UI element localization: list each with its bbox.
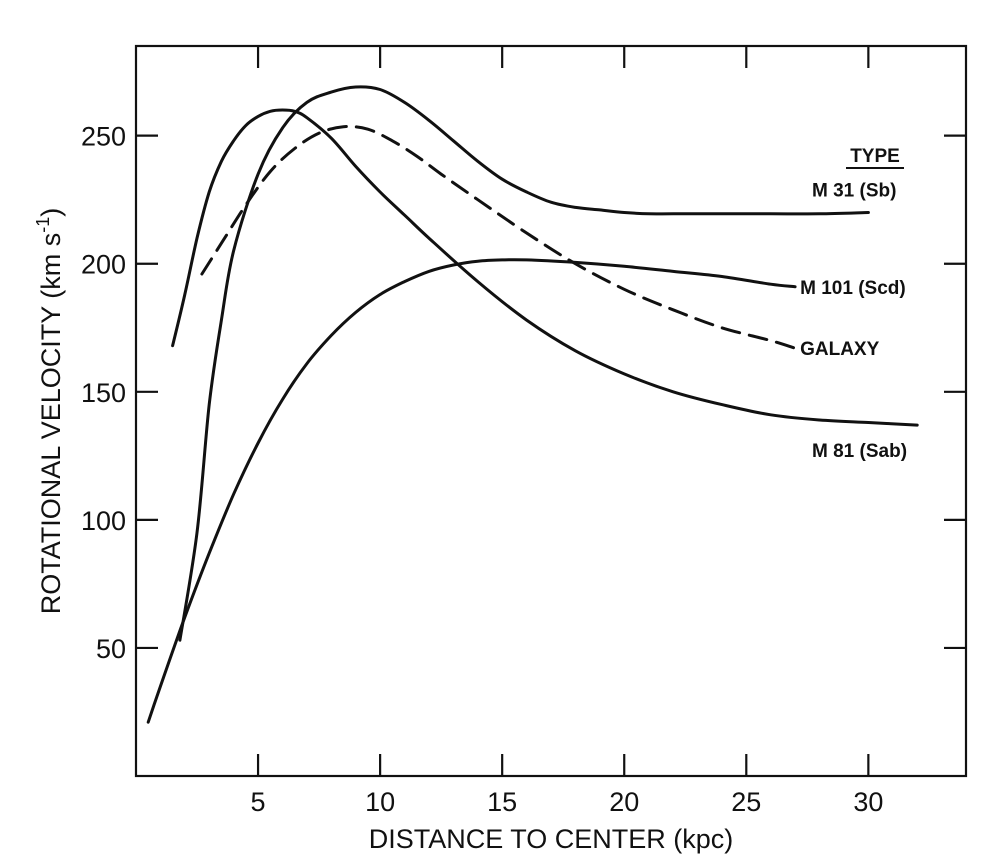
y-tick-label: 150 xyxy=(81,378,126,408)
x-tick-label: 15 xyxy=(487,787,517,817)
legend-title: TYPE xyxy=(850,146,900,167)
data-curves xyxy=(146,85,919,724)
x-axis-title: DISTANCE TO CENTER (kpc) xyxy=(369,824,734,854)
y-tick-label: 200 xyxy=(81,250,126,280)
series-line-galaxy xyxy=(200,124,797,350)
x-tick-label: 20 xyxy=(609,787,639,817)
series-line-m-81 xyxy=(171,108,919,427)
y-axis-title-end: ) xyxy=(36,208,66,217)
y-tick-label: 50 xyxy=(96,634,126,664)
series-label-m-101: M 101 (Scd) xyxy=(800,278,906,299)
series-label-m-81: M 81 (Sab) xyxy=(812,441,907,462)
x-tick-label: 5 xyxy=(251,787,266,817)
plot-frame xyxy=(134,44,968,778)
x-tick-label: 30 xyxy=(853,787,883,817)
x-tick-label: 25 xyxy=(731,787,761,817)
axis-ticks: 5 10 15 20 25 30 50 100 150 200 250 xyxy=(81,46,966,817)
y-axis-title-exponent: -1 xyxy=(33,217,53,233)
x-tick-label: 10 xyxy=(365,787,395,817)
y-tick-label: 250 xyxy=(81,122,126,152)
series-label-m-31: M 31 (Sb) xyxy=(812,180,896,201)
y-axis-title-main: ROTATIONAL VELOCITY (km s xyxy=(36,233,66,615)
series-labels: M 31 (Sb) M 101 (Scd) GALAXY M 81 (Sab) xyxy=(800,180,907,462)
series-label-galaxy: GALAXY xyxy=(800,339,880,360)
y-tick-label: 100 xyxy=(81,506,126,536)
series-line-m-31 xyxy=(178,85,870,642)
y-axis-title: ROTATIONAL VELOCITY (km s-1) xyxy=(33,208,66,615)
series-line-m-101 xyxy=(146,258,797,724)
